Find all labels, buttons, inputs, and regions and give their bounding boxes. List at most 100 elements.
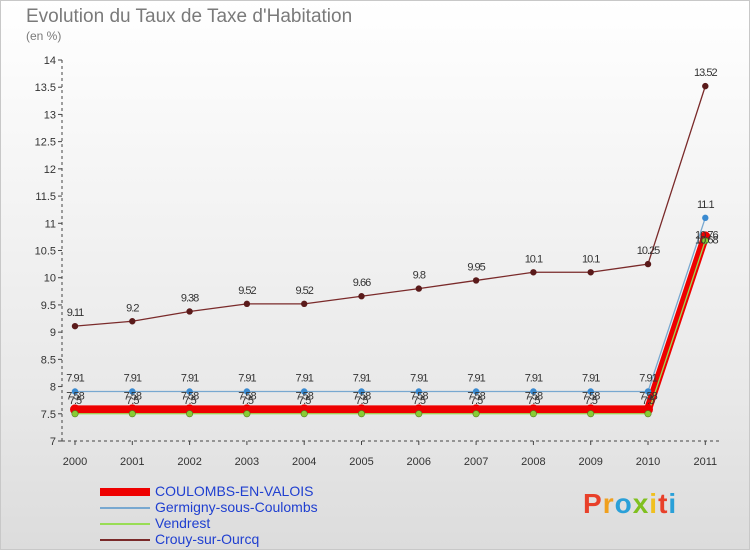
x-tick-label: 2004 bbox=[292, 456, 316, 468]
logo-letter: i bbox=[649, 488, 659, 519]
data-label-crouy: 9.95 bbox=[467, 261, 485, 273]
data-label-vendrest: 7.5 bbox=[298, 395, 311, 407]
data-label-coulombs: 7.58 bbox=[124, 390, 142, 402]
data-point-crouy bbox=[243, 300, 251, 308]
data-label-vendrest: 7.5 bbox=[241, 395, 254, 407]
data-label-vendrest: 7.5 bbox=[470, 395, 483, 407]
legend-item-germigny: Germigny-sous-Coulombs bbox=[100, 499, 360, 517]
data-point-crouy bbox=[702, 82, 709, 90]
data-label-coulombs: 7.58 bbox=[410, 390, 428, 402]
legend: COULOMBS-EN-VALOIS Germigny-sous-Coulomb… bbox=[100, 483, 360, 549]
data-label-crouy: 10.1 bbox=[525, 253, 543, 265]
data-point-germigny bbox=[587, 388, 594, 395]
legend-label-coulombs: COULOMBS-EN-VALOIS bbox=[155, 483, 314, 499]
data-label-vendrest: 7.5 bbox=[642, 395, 655, 407]
legend-label-germigny: Germigny-sous-Coulombs bbox=[155, 499, 318, 515]
data-label-germigny: 7.91 bbox=[181, 372, 199, 384]
data-label-crouy: 13.52 bbox=[694, 67, 717, 79]
data-point-crouy bbox=[301, 300, 308, 308]
data-label-coulombs: 7.58 bbox=[66, 390, 84, 402]
data-point-germigny bbox=[358, 388, 365, 395]
data-label-coulombs: 7.58 bbox=[181, 390, 199, 402]
data-point-vendrest bbox=[415, 410, 423, 418]
legend-item-vendrest: Vendrest bbox=[100, 515, 360, 533]
data-point-vendrest bbox=[186, 410, 194, 418]
data-point-vendrest bbox=[243, 410, 251, 418]
series-line-coulombs bbox=[75, 235, 710, 414]
data-label-germigny: 7.91 bbox=[295, 372, 313, 384]
data-point-germigny bbox=[530, 388, 537, 395]
x-tick-label: 2007 bbox=[464, 456, 488, 468]
data-label-crouy: 9.2 bbox=[126, 302, 139, 314]
data-label-crouy: 9.8 bbox=[413, 270, 426, 282]
logo-letter: t bbox=[658, 488, 669, 519]
data-point-crouy bbox=[129, 318, 136, 325]
logo-letter: o bbox=[614, 488, 633, 519]
x-tick-label: 2006 bbox=[407, 456, 431, 468]
data-point-germigny bbox=[71, 388, 79, 395]
y-tick-label: 8.5 bbox=[41, 354, 56, 366]
data-point-germigny bbox=[415, 388, 422, 395]
legend-swatch-vendrest bbox=[100, 523, 150, 525]
data-label-vendrest: 7.5 bbox=[69, 395, 82, 407]
data-label-crouy: 9.66 bbox=[353, 277, 371, 289]
y-tick-label: 13.5 bbox=[35, 82, 56, 94]
data-point-germigny bbox=[644, 388, 652, 395]
series-line-germigny bbox=[75, 217, 706, 393]
y-tick-label: 8 bbox=[50, 382, 56, 394]
chart-title: Evolution du Taux de Taxe d'Habitation bbox=[26, 6, 353, 27]
series-line-crouy bbox=[74, 85, 706, 327]
data-label-coulombs: 7.58 bbox=[639, 390, 657, 402]
data-point-crouy bbox=[71, 322, 79, 330]
x-tick-label: 2011 bbox=[693, 456, 717, 468]
data-point-vendrest bbox=[644, 410, 652, 418]
data-point-crouy bbox=[415, 285, 422, 292]
data-point-vendrest bbox=[701, 237, 709, 245]
y-tick-label: 10.5 bbox=[35, 246, 56, 258]
legend-label-vendrest: Vendrest bbox=[155, 515, 211, 531]
data-label-coulombs: 7.58 bbox=[295, 390, 313, 402]
legend-swatch-crouy bbox=[100, 539, 150, 541]
y-tick-label: 10 bbox=[44, 273, 56, 285]
data-label-germigny: 7.91 bbox=[353, 372, 371, 384]
legend-label-crouy: Crouy-sur-Ourcq bbox=[155, 531, 260, 547]
data-point-vendrest bbox=[71, 410, 79, 418]
x-tick-label: 2001 bbox=[120, 456, 144, 468]
data-label-germigny: 7.91 bbox=[525, 372, 543, 384]
legend-swatch-germigny bbox=[100, 507, 150, 509]
data-label-vendrest: 7.5 bbox=[585, 395, 598, 407]
y-tick-label: 11 bbox=[45, 218, 56, 230]
data-label-vendrest: 10.68 bbox=[695, 235, 718, 247]
series-line-vendrest bbox=[75, 240, 706, 415]
y-tick-label: 9.5 bbox=[41, 300, 56, 312]
y-tick-label: 9 bbox=[50, 327, 56, 339]
x-tick-label: 2000 bbox=[63, 456, 87, 468]
data-point-germigny bbox=[129, 388, 136, 395]
data-point-crouy bbox=[644, 260, 652, 268]
data-label-crouy: 9.52 bbox=[238, 285, 256, 297]
data-label-coulombs: 7.58 bbox=[582, 390, 600, 402]
data-label-vendrest: 7.5 bbox=[126, 395, 139, 407]
y-tick-label: 7 bbox=[50, 436, 56, 448]
data-label-germigny: 7.91 bbox=[467, 372, 485, 384]
legend-item-crouy: Crouy-sur-Ourcq bbox=[100, 531, 360, 549]
data-point-vendrest bbox=[587, 410, 595, 418]
data-point-crouy bbox=[587, 269, 594, 276]
x-tick-label: 2005 bbox=[349, 456, 373, 468]
logo-letter: x bbox=[632, 488, 650, 519]
data-label-coulombs: 10.76 bbox=[695, 229, 718, 241]
data-point-germigny bbox=[472, 388, 480, 395]
logo-letter: i bbox=[668, 488, 678, 519]
data-label-germigny: 7.91 bbox=[639, 372, 657, 384]
logo-letter: r bbox=[602, 488, 615, 519]
x-tick-label: 2008 bbox=[521, 456, 545, 468]
data-label-vendrest: 7.5 bbox=[413, 395, 426, 407]
y-tick-label: 14 bbox=[44, 55, 56, 67]
y-tick-label: 7.5 bbox=[41, 409, 56, 421]
data-point-vendrest bbox=[529, 410, 537, 418]
data-label-crouy: 9.11 bbox=[67, 307, 84, 319]
data-point-vendrest bbox=[300, 410, 308, 418]
data-label-vendrest: 7.5 bbox=[355, 395, 368, 407]
proxiti-logo: Proxiti bbox=[583, 488, 677, 520]
